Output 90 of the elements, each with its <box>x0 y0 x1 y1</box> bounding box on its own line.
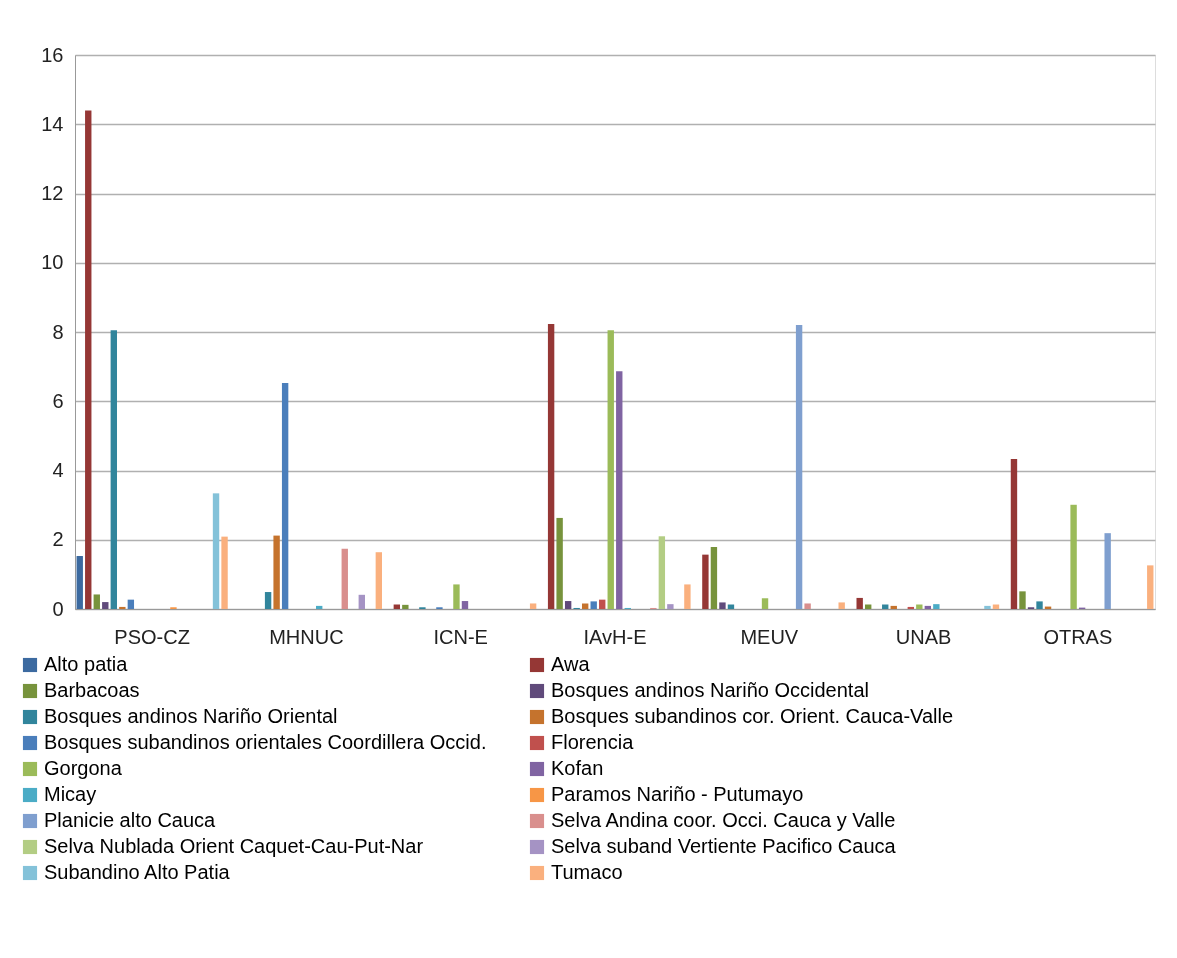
bar <box>924 605 932 609</box>
bar <box>658 536 666 609</box>
x-tick-label: UNAB <box>895 625 952 648</box>
bar <box>547 324 555 609</box>
y-tick-label: 8 <box>52 320 64 343</box>
y-tick-label: 16 <box>41 43 64 66</box>
legend-label: Bosques subandinos orientales Coordillera Occid. <box>44 731 487 753</box>
legend-label: Florencia <box>551 731 635 753</box>
bar <box>1104 533 1111 609</box>
bar <box>984 605 991 609</box>
bar <box>375 552 383 609</box>
bar <box>933 604 940 609</box>
bar <box>529 603 537 609</box>
y-tick-label: 0 <box>52 597 64 620</box>
bar <box>221 536 228 609</box>
y-tick-label: 4 <box>52 459 64 481</box>
legend-label: Tumaco <box>551 861 623 883</box>
bar <box>393 604 401 609</box>
bar <box>1147 565 1154 609</box>
bar <box>590 601 597 609</box>
bar <box>453 584 460 609</box>
x-tick-label: OTRAS <box>1043 625 1113 648</box>
bar <box>795 325 803 609</box>
y-tick-label: 10 <box>41 251 64 274</box>
bar <box>110 330 117 609</box>
legend-label: Awa <box>551 653 591 675</box>
bar <box>93 594 100 609</box>
legend-label: Alto patia <box>44 653 129 675</box>
bar <box>667 604 674 609</box>
x-tick-label: MHNUC <box>269 625 344 648</box>
bar <box>838 602 845 609</box>
y-tick-label: 6 <box>52 389 64 412</box>
legend-label: Kofan <box>551 757 604 779</box>
bar <box>599 599 606 609</box>
x-tick-label: MEUV <box>740 625 799 648</box>
legend-label: Barbacoas <box>44 679 140 701</box>
bar <box>556 517 563 609</box>
y-tick-label: 14 <box>41 112 64 135</box>
bar <box>1010 459 1018 609</box>
legend-label: Gorgona <box>44 757 123 779</box>
bar <box>127 599 135 609</box>
x-tick-label: ICN-E <box>433 625 488 648</box>
legend-label: Selva Nublada Orient Caquet-Cau-Put-Nar <box>44 835 424 857</box>
bar <box>564 601 572 609</box>
bar <box>882 604 889 609</box>
legend-label: Micay <box>44 783 97 805</box>
x-tick-label: IAvH-E <box>583 625 647 648</box>
bar <box>358 594 365 609</box>
bar <box>341 548 348 609</box>
x-tick-label: PSO-CZ <box>114 625 190 648</box>
bar <box>710 547 718 609</box>
bar <box>212 493 220 609</box>
bar <box>1070 504 1077 609</box>
bar <box>761 598 769 609</box>
bar <box>461 601 469 609</box>
legend-label: Bosques subandinos cor. Orient. Cauca-Valle <box>551 705 954 727</box>
bar <box>281 382 289 609</box>
bar <box>273 535 280 609</box>
bar <box>992 604 1000 609</box>
legend-label: Paramos Nariño - Putumayo <box>551 783 804 805</box>
bar <box>581 603 589 609</box>
bar <box>264 592 272 609</box>
bar <box>316 605 323 609</box>
bar <box>616 371 623 609</box>
legend-label: Selva suband Vertiente Pacifico Cauca <box>551 835 897 857</box>
bar <box>865 604 872 609</box>
bar <box>804 603 811 609</box>
y-tick-label: 2 <box>52 528 64 551</box>
bar <box>727 604 735 609</box>
bar <box>76 556 83 609</box>
legend-label: Subandino Alto Patia <box>44 861 231 883</box>
bar <box>890 605 897 609</box>
bar <box>916 604 923 609</box>
y-tick-label: 12 <box>41 182 64 204</box>
bar <box>85 110 92 609</box>
bar <box>1019 591 1026 609</box>
legend-label: Bosques andinos Nariño Occidental <box>551 679 869 701</box>
bar <box>607 330 614 609</box>
bar <box>702 554 709 609</box>
bar <box>684 584 691 609</box>
bar <box>907 606 914 609</box>
bar <box>856 597 863 609</box>
bar <box>119 606 126 609</box>
bar <box>719 602 726 609</box>
legend-label: Planicie alto Cauca <box>44 809 217 831</box>
bar <box>102 602 109 609</box>
legend-label: Selva Andina coor. Occi. Cauca y Valle <box>551 809 896 831</box>
bar <box>1036 601 1043 609</box>
bar <box>402 604 409 609</box>
legend-label: Bosques andinos Nariño Oriental <box>44 705 338 727</box>
